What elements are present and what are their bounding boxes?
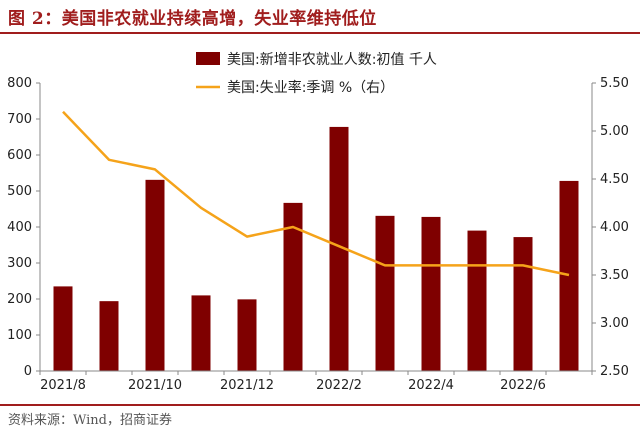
x-tick-label: 2022/2 [316, 378, 362, 393]
left-tick-label: 500 [7, 184, 32, 199]
bar-2021/9 [99, 301, 119, 371]
x-tick-label: 2021/12 [220, 378, 274, 393]
unemployment-line [62, 110, 570, 277]
legend-line-label: 美国:失业率:季调 %（右） [227, 79, 394, 96]
line-series [62, 110, 570, 277]
title-rule [0, 32, 640, 34]
left-tick-label: 600 [7, 148, 32, 163]
right-tick-label: 3.00 [600, 316, 629, 331]
right-tick-label: 5.50 [600, 76, 629, 91]
x-tick-label: 2021/10 [128, 378, 182, 393]
bar-2021/12 [237, 299, 257, 371]
legend-bar-label: 美国:新增非农就业人数:初值 千人 [227, 51, 437, 68]
bar-2022/6 [513, 237, 533, 371]
legend: 美国:新增非农就业人数:初值 千人 美国:失业率:季调 %（右） [196, 51, 437, 96]
left-tick-label: 400 [7, 220, 32, 235]
source-note: 资料来源：Wind，招商证券 [8, 413, 172, 428]
right-tick-label: 4.00 [600, 220, 629, 235]
bar-2021/10 [145, 179, 165, 371]
left-tick-label: 300 [7, 256, 32, 271]
left-tick-label: 200 [7, 292, 32, 307]
bar-2021/11 [191, 295, 211, 371]
bar-2021/8 [53, 286, 73, 371]
left-tick-label: 100 [7, 328, 32, 343]
right-tick-label: 4.50 [600, 172, 629, 187]
legend-bar-swatch [196, 52, 220, 65]
bar-2022/7 [559, 180, 579, 371]
axes: 0 100 200 300 400 500 600 700 800 2.50 3.00 3.50 4.0… [7, 76, 629, 393]
x-tick-label: 2022/6 [500, 378, 546, 393]
left-tick-label: 0 [24, 364, 32, 379]
right-tick-label: 2.50 [600, 364, 629, 379]
left-tick-label: 700 [7, 112, 32, 127]
x-tick-label: 2022/4 [408, 378, 454, 393]
bar-2022/2 [329, 126, 349, 371]
bar-2022/4 [421, 216, 441, 371]
bar-2022/1 [283, 202, 303, 371]
x-tick-label: 2021/8 [40, 378, 86, 393]
footer-rule [0, 404, 640, 406]
bar-2022/3 [375, 215, 395, 371]
bar-2022/5 [467, 230, 487, 371]
figure-title: 图 2：美国非农就业持续高增，失业率维持低位 [8, 9, 377, 29]
right-tick-label: 5.00 [600, 124, 629, 139]
right-tick-label: 3.50 [600, 268, 629, 283]
left-tick-label: 800 [7, 76, 32, 91]
